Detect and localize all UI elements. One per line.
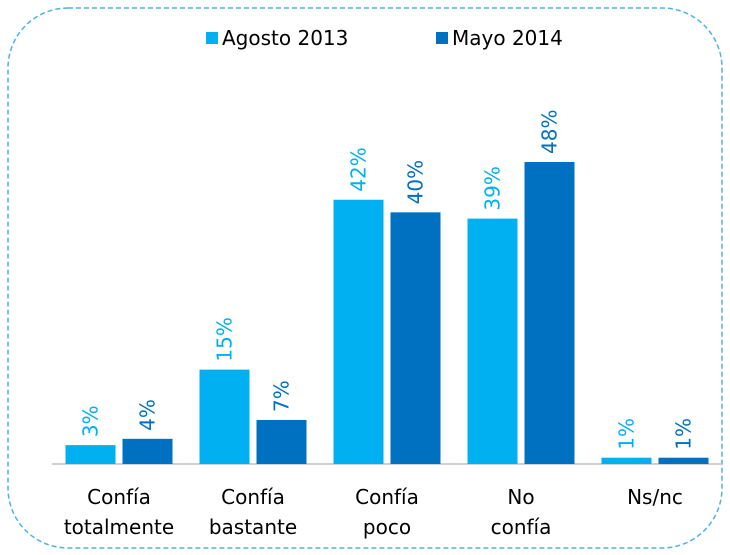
legend-label: Agosto 2013 xyxy=(222,26,348,50)
bar xyxy=(390,212,441,464)
bar xyxy=(122,438,173,464)
value-label: 1% xyxy=(672,418,696,450)
bar xyxy=(333,199,384,464)
value-label: 1% xyxy=(615,418,639,450)
bar xyxy=(199,369,250,464)
bar xyxy=(658,457,709,464)
bar xyxy=(256,419,307,464)
x-tick-label: Confía bastante xyxy=(209,485,297,539)
x-tick-label: Confía totalmente xyxy=(64,485,174,539)
bar xyxy=(65,445,116,464)
x-tick-label: Confía poco xyxy=(355,485,419,539)
bar xyxy=(467,218,518,464)
value-label: 7% xyxy=(270,380,294,412)
legend-swatch xyxy=(206,32,218,44)
x-tick-label: Ns/nc xyxy=(627,485,683,509)
value-label: 40% xyxy=(404,160,428,204)
value-label: 42% xyxy=(347,147,371,191)
value-label: 4% xyxy=(136,399,160,431)
x-tick-label: No confía xyxy=(491,485,552,539)
legend-label: Mayo 2014 xyxy=(452,26,563,50)
frame xyxy=(7,7,723,549)
legend-swatch xyxy=(436,32,448,44)
value-label: 48% xyxy=(538,110,562,154)
value-label: 39% xyxy=(481,166,505,210)
bar xyxy=(601,457,652,464)
value-label: 3% xyxy=(79,405,103,437)
value-label: 15% xyxy=(213,317,237,361)
bar xyxy=(524,162,575,464)
